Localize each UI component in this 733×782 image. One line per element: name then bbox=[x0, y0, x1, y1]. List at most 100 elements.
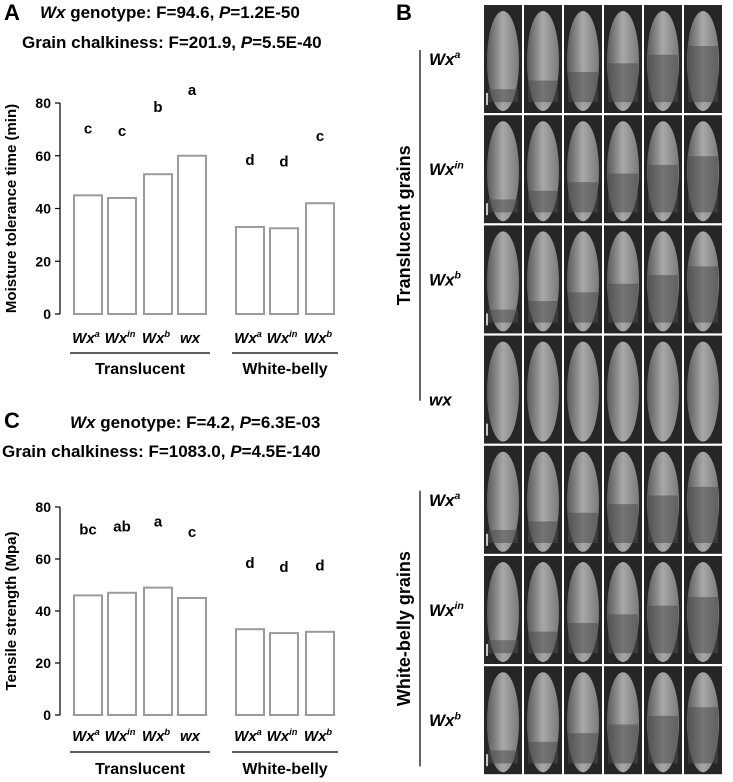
category-label: Wxb bbox=[429, 710, 462, 730]
grain bbox=[487, 341, 519, 442]
grain bbox=[527, 341, 559, 442]
category-label: wx bbox=[180, 330, 201, 347]
category-label: Wxa bbox=[234, 329, 262, 347]
group-label: White-belly grains bbox=[394, 551, 414, 706]
significance-letter: d bbox=[245, 152, 254, 169]
label-superscript: b bbox=[164, 329, 170, 339]
category-label: Wxin bbox=[105, 329, 136, 347]
label-superscript: a bbox=[257, 727, 262, 737]
category-label: wx bbox=[429, 391, 453, 410]
stat-annotation: Grain chalkiness: F=1083.0, P=4.5E-140 bbox=[2, 442, 321, 461]
chalk-region bbox=[608, 724, 638, 764]
chalk-region bbox=[648, 715, 678, 764]
label-superscript: in bbox=[127, 727, 136, 737]
chalk-region bbox=[568, 182, 598, 213]
label-base: Wx bbox=[304, 330, 327, 347]
significance-letter: b bbox=[153, 99, 162, 116]
group-label: White-belly bbox=[242, 761, 327, 778]
chalk-region bbox=[648, 164, 678, 213]
bar bbox=[107, 591, 137, 716]
chalk-region bbox=[488, 89, 518, 103]
category-label: Wxb bbox=[142, 727, 171, 745]
chalk-region bbox=[488, 750, 518, 764]
category-label: Wxb bbox=[304, 727, 333, 745]
y-tick-label: 0 bbox=[43, 707, 51, 723]
label-base: Wx bbox=[429, 601, 456, 620]
label-base: Wx bbox=[105, 728, 128, 745]
annotation-part: P bbox=[241, 33, 253, 52]
chalk-region bbox=[648, 275, 678, 323]
annotation-part: Grain chalkiness: F=1083.0, bbox=[2, 442, 230, 461]
chalk-region bbox=[488, 530, 518, 543]
label-base: Wx bbox=[267, 330, 290, 347]
y-tick-label: 40 bbox=[35, 603, 51, 619]
y-tick-label: 20 bbox=[35, 253, 51, 269]
significance-letter: c bbox=[84, 120, 92, 137]
bar bbox=[177, 154, 207, 315]
chalk-region bbox=[688, 597, 718, 654]
y-tick-label: 80 bbox=[35, 499, 51, 515]
category-label: Wxb bbox=[304, 329, 333, 347]
annotation-part: =5.5E-40 bbox=[252, 33, 321, 52]
category-label: Wxin bbox=[105, 727, 136, 745]
grain bbox=[567, 341, 599, 442]
chalk-region bbox=[528, 521, 558, 543]
significance-letter: c bbox=[316, 128, 324, 145]
bar bbox=[305, 630, 335, 716]
annotation-part: genotype: F=4.2, bbox=[96, 413, 240, 432]
label-superscript: b bbox=[455, 270, 462, 282]
category-label: Wxa bbox=[72, 727, 100, 745]
stat-annotation: Wx genotype: F=94.6, P=1.2E-50 bbox=[40, 3, 300, 22]
significance-letter: d bbox=[279, 559, 288, 576]
significance-letter: ab bbox=[113, 519, 131, 536]
category-label: Wxin bbox=[267, 329, 298, 347]
y-axis-label: Tensile strength (Mpa) bbox=[3, 532, 20, 691]
label-superscript: a bbox=[257, 329, 262, 339]
panel-label: C bbox=[4, 408, 20, 433]
label-base: wx bbox=[180, 728, 201, 745]
significance-letter: a bbox=[188, 82, 197, 99]
annotation-part: Wx bbox=[40, 3, 67, 22]
label-base: Wx bbox=[429, 50, 456, 69]
group-label: White-belly bbox=[242, 361, 327, 378]
grain bbox=[487, 672, 519, 773]
category-label: wx bbox=[180, 728, 201, 745]
label-base: Wx bbox=[304, 728, 327, 745]
panel-label: A bbox=[4, 0, 20, 25]
label-base: Wx bbox=[234, 728, 257, 745]
annotation-part: =6.3E-03 bbox=[251, 413, 320, 432]
bar bbox=[73, 194, 103, 315]
annotation-part: =1.2E-50 bbox=[230, 3, 299, 22]
label-base: Wx bbox=[429, 711, 456, 730]
label-superscript: b bbox=[164, 727, 170, 737]
significance-letter: d bbox=[315, 558, 324, 575]
label-superscript: b bbox=[326, 727, 332, 737]
grain bbox=[487, 121, 519, 222]
category-label: Wxa bbox=[234, 727, 262, 745]
annotation-part: P bbox=[240, 413, 252, 432]
annotation-part: P bbox=[230, 442, 242, 461]
grain bbox=[487, 562, 519, 662]
y-axis-label: Moisture tolerance time (min) bbox=[3, 104, 20, 313]
bar bbox=[235, 628, 265, 717]
category-label: Wxb bbox=[429, 270, 462, 290]
label-base: Wx bbox=[142, 330, 165, 347]
bar bbox=[143, 586, 173, 716]
chalk-region bbox=[688, 266, 718, 323]
label-base: Wx bbox=[429, 491, 456, 510]
label-superscript: in bbox=[127, 329, 136, 339]
chalk-region bbox=[568, 512, 598, 543]
bar bbox=[235, 225, 265, 315]
y-tick-label: 40 bbox=[35, 201, 51, 217]
category-label: Wxin bbox=[429, 600, 464, 620]
category-label: Wxa bbox=[72, 329, 100, 347]
chalk-region bbox=[688, 707, 718, 764]
chalk-region bbox=[608, 63, 638, 103]
significance-letter: d bbox=[279, 153, 288, 170]
label-base: Wx bbox=[429, 160, 456, 179]
label-base: Wx bbox=[429, 270, 456, 289]
significance-letter: d bbox=[245, 555, 254, 572]
chalk-region bbox=[528, 190, 558, 213]
bar bbox=[177, 597, 207, 716]
